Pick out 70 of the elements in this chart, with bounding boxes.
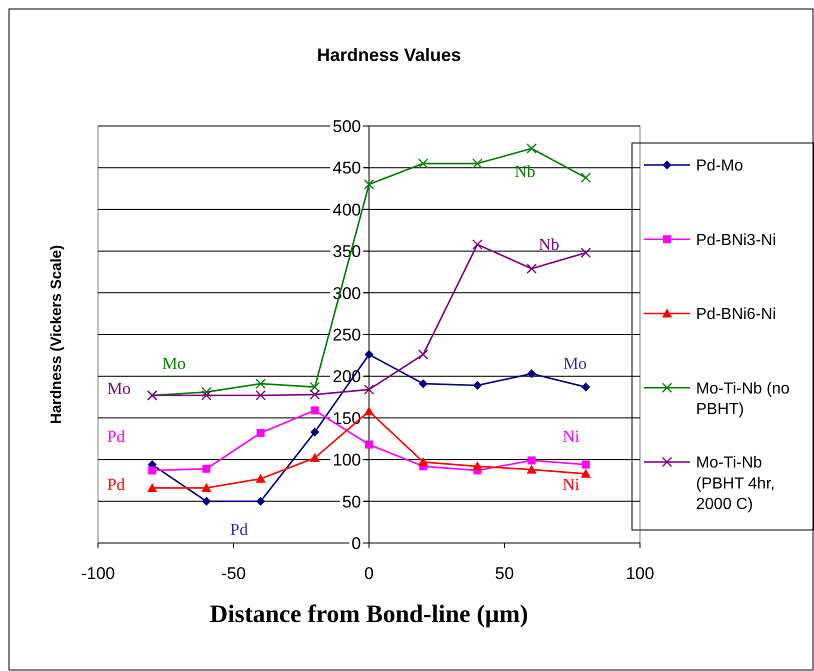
annotation: Pd [230, 520, 248, 539]
point [255, 378, 266, 389]
point [201, 390, 212, 401]
point [472, 461, 482, 470]
annotation: Ni [562, 474, 580, 494]
x-tick-label: -50 [221, 564, 246, 583]
y-tick-label: 100 [332, 450, 361, 470]
x-tick-label: 50 [495, 564, 514, 583]
point [580, 248, 591, 258]
x-tick-label: 0 [364, 564, 374, 583]
point [418, 457, 428, 466]
legend-label: Pd-BNi3-Ni [696, 232, 776, 249]
point [310, 428, 320, 437]
annotation: Mo [563, 354, 587, 373]
point [148, 466, 156, 474]
point [472, 239, 483, 250]
point [310, 406, 319, 414]
point [580, 172, 591, 183]
y-axis-title: Hardness (Vickers Scale) [48, 245, 65, 424]
point [526, 143, 537, 154]
point [365, 440, 373, 449]
point [527, 369, 536, 378]
chart-title: Hardness Values [316, 45, 462, 65]
point [418, 379, 428, 388]
point [147, 482, 158, 492]
y-tick-label: 0 [352, 534, 361, 553]
annotation: Mo [162, 354, 186, 373]
point [364, 406, 374, 416]
point [310, 452, 320, 462]
annotation: Pd [107, 426, 126, 446]
point [364, 179, 374, 190]
point [364, 350, 374, 360]
annotation: Mo [107, 378, 131, 398]
point [310, 389, 320, 400]
legend-label: Pd-Mo [696, 158, 744, 175]
y-tick-label: 450 [332, 158, 361, 178]
point [255, 390, 266, 401]
annotation: Pd [107, 474, 126, 494]
point [202, 496, 211, 506]
annotation: Nb [514, 162, 536, 181]
point [256, 428, 265, 437]
y-tick-label: 500 [332, 116, 361, 136]
point [364, 384, 374, 395]
point [256, 474, 266, 483]
point [202, 464, 210, 473]
point [418, 158, 428, 169]
point [472, 158, 483, 169]
annotation: Ni [562, 426, 580, 446]
point [472, 380, 482, 390]
x-axis-title: Distance from Bond-line (μm) [210, 601, 528, 628]
point [528, 456, 536, 464]
point [310, 382, 320, 392]
annotation: Nb [538, 234, 560, 254]
legend-label: Mo-Ti-Nb (PBHT 4hr, 2000 C) [696, 454, 775, 514]
point [580, 468, 591, 478]
point [581, 382, 590, 392]
point [201, 386, 212, 398]
legend-label: Mo-Ti-Nb (no PBHT) [696, 380, 790, 418]
legend-label: Pd-BNi6-Ni [696, 306, 776, 324]
point [526, 263, 537, 274]
point [418, 349, 428, 360]
point [582, 460, 590, 469]
point [526, 464, 537, 474]
point [256, 496, 266, 506]
y-tick-label: 50 [342, 492, 361, 512]
y-tick-label: 250 [332, 325, 361, 344]
y-tick-label: 400 [332, 200, 361, 220]
x-tick-label: 100 [626, 564, 654, 583]
x-tick-label: -100 [80, 564, 116, 583]
point [201, 482, 212, 492]
